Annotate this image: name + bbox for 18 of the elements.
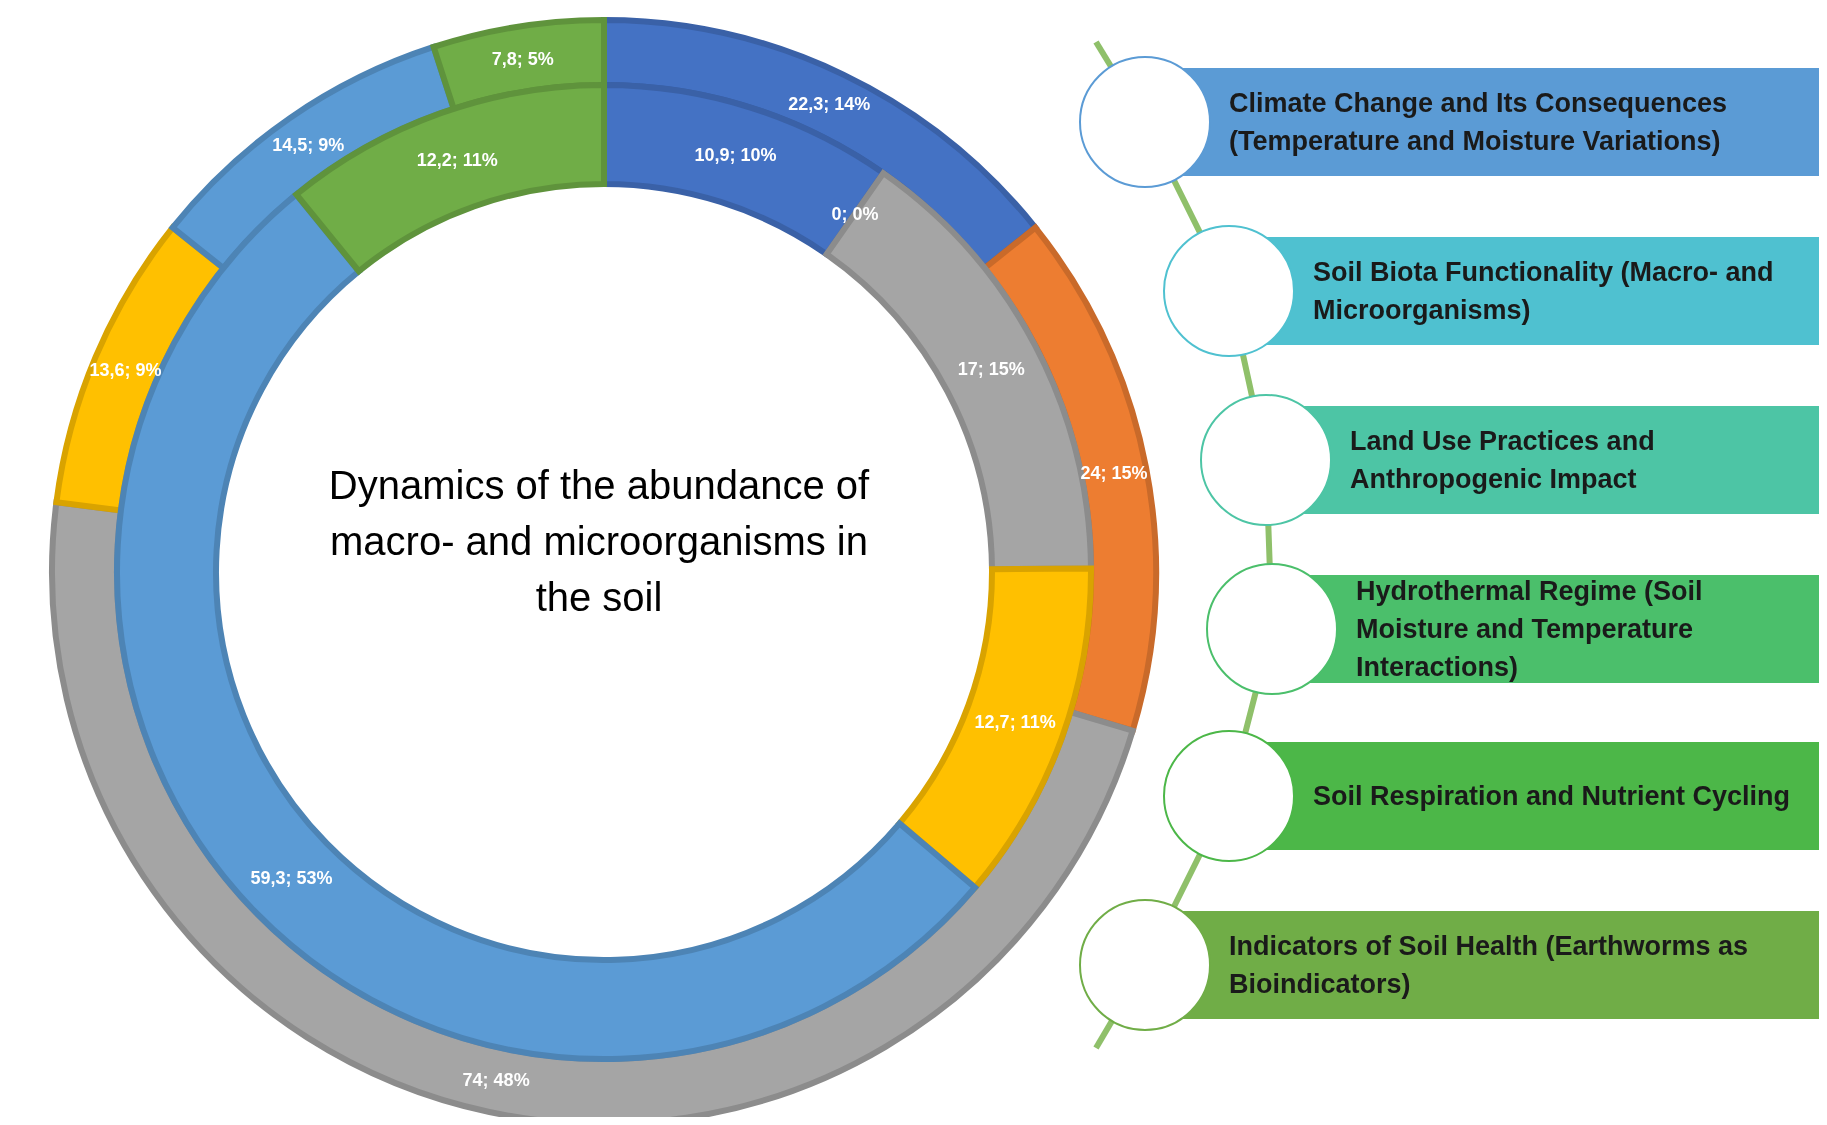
text: Climate Change and Its Consequences (Temperature and Moisture Variations) [1229,87,1729,158]
text: Indicators of Soil Health (Earthworms as Bioindicators) [1229,930,1750,1001]
data-label: 22,3; 14% [788,93,871,114]
text: 0; 0% [831,203,879,224]
text: Dynamics of the abundance of macro- and microorganisms in the soil [327,462,871,621]
text: Soil Respiration and Nutrient Cycling [1313,780,1792,813]
text: Hydrothermal Regime (Soil Moisture and Temperature Interactions) [1356,575,1704,683]
data-label: 14,5; 9% [272,134,345,155]
data-label: 10,9; 10% [694,144,777,165]
data-label: 74; 48% [462,1070,530,1091]
text: Soil Biota Functionality (Macro- and Microorganisms) [1313,256,1775,327]
data-label: 12,7; 11% [974,711,1056,732]
text: Land Use Practices and Anthropogenic Impact [1350,425,1656,496]
data-label: 7,8; 5% [491,48,554,69]
data-label: 12,2; 11% [416,149,498,170]
data-label: 17; 15% [957,358,1025,379]
data-label: 24; 15% [1080,463,1148,484]
data-label: 59,3; 53% [250,868,333,889]
